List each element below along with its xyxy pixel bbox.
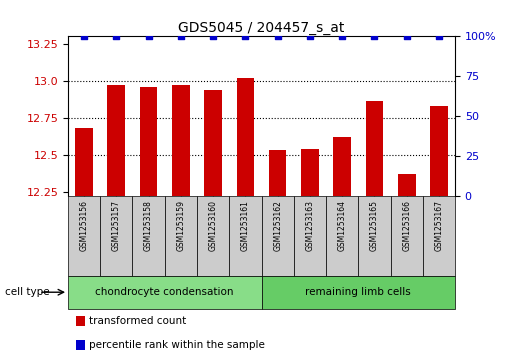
Bar — [172, 85, 190, 196]
Text: GSM1253159: GSM1253159 — [176, 200, 185, 251]
Text: GSM1253162: GSM1253162 — [273, 200, 282, 251]
Point — [177, 33, 185, 39]
Bar — [366, 101, 383, 196]
Text: chondrocyte condensation: chondrocyte condensation — [96, 287, 234, 297]
Text: GSM1253157: GSM1253157 — [112, 200, 121, 251]
Bar — [229, 196, 262, 276]
Text: GSM1253163: GSM1253163 — [305, 200, 314, 251]
Point — [305, 33, 314, 39]
Bar — [326, 196, 358, 276]
Point — [209, 33, 218, 39]
Point — [403, 33, 411, 39]
Text: GSM1253156: GSM1253156 — [79, 200, 88, 251]
Text: transformed count: transformed count — [89, 316, 187, 326]
Bar — [140, 87, 157, 196]
Bar — [391, 196, 423, 276]
Bar — [108, 85, 125, 196]
Bar — [262, 196, 294, 276]
Text: GSM1253160: GSM1253160 — [209, 200, 218, 251]
Text: GSM1253161: GSM1253161 — [241, 200, 250, 251]
Point — [370, 33, 379, 39]
Text: GSM1253158: GSM1253158 — [144, 200, 153, 251]
Text: GSM1253164: GSM1253164 — [338, 200, 347, 251]
Bar — [358, 196, 391, 276]
Point — [112, 33, 120, 39]
Bar — [76, 316, 85, 326]
Bar — [132, 196, 165, 276]
Bar — [68, 196, 100, 276]
Text: cell type: cell type — [5, 287, 50, 297]
Text: GSM1253166: GSM1253166 — [402, 200, 411, 251]
Bar — [269, 150, 287, 196]
Bar — [301, 149, 319, 196]
Bar — [294, 196, 326, 276]
Bar — [398, 174, 415, 196]
Title: GDS5045 / 204457_s_at: GDS5045 / 204457_s_at — [178, 21, 345, 35]
Point — [338, 33, 346, 39]
Bar — [204, 90, 222, 196]
Point — [435, 33, 443, 39]
Bar — [262, 276, 455, 309]
Point — [80, 33, 88, 39]
Text: GSM1253167: GSM1253167 — [435, 200, 444, 251]
Bar — [100, 196, 132, 276]
Bar — [75, 128, 93, 196]
Bar — [333, 137, 351, 196]
Bar — [68, 276, 262, 309]
Point — [241, 33, 249, 39]
Text: GSM1253165: GSM1253165 — [370, 200, 379, 251]
Point — [274, 33, 282, 39]
Bar — [197, 196, 229, 276]
Bar — [430, 106, 448, 196]
Bar — [423, 196, 455, 276]
Text: percentile rank within the sample: percentile rank within the sample — [89, 340, 265, 350]
Bar — [165, 196, 197, 276]
Bar — [236, 78, 254, 196]
Point — [144, 33, 153, 39]
Bar — [76, 340, 85, 350]
Text: remaining limb cells: remaining limb cells — [305, 287, 411, 297]
